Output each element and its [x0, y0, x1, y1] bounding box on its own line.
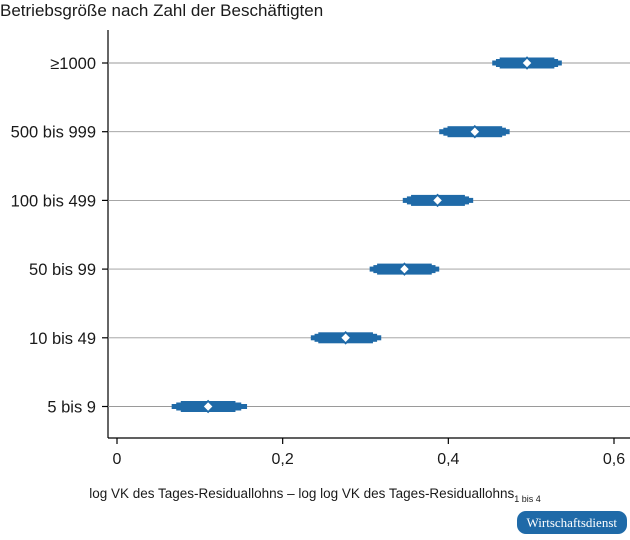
x-tick-label: 0,4	[437, 451, 459, 468]
point-estimate-marker	[468, 124, 482, 139]
point-estimate-marker	[338, 331, 353, 345]
x-tick-label: 0,2	[272, 451, 294, 468]
point-estimate-marker	[520, 56, 534, 70]
x-tick-label: 0	[113, 451, 122, 468]
x-tick-label: 0,6	[603, 451, 625, 468]
brand-logo: Wirtschaftsdienst	[516, 511, 627, 534]
point-estimate-marker	[430, 193, 445, 208]
y-category-label: 5 bis 9	[47, 399, 96, 417]
x-axis-label-subscript: 1 bis 4	[514, 494, 541, 504]
x-axis-label-text: log VK des Tages-Residuallohns – log log…	[89, 486, 515, 501]
y-category-label: 100 bis 499	[11, 192, 96, 210]
point-estimate-marker	[201, 399, 215, 414]
chart-title: Betriebsgröße nach Zahl der Beschäftigte…	[0, 1, 324, 20]
x-axis-label: log VK des Tages-Residuallohns – log log…	[0, 486, 630, 504]
y-category-label: 50 bis 99	[29, 261, 96, 279]
y-category-label: 10 bis 49	[29, 330, 96, 348]
y-category-label: 500 bis 999	[11, 124, 96, 142]
y-category-label: ≥1000	[50, 55, 96, 73]
point-estimate-marker	[397, 262, 412, 276]
